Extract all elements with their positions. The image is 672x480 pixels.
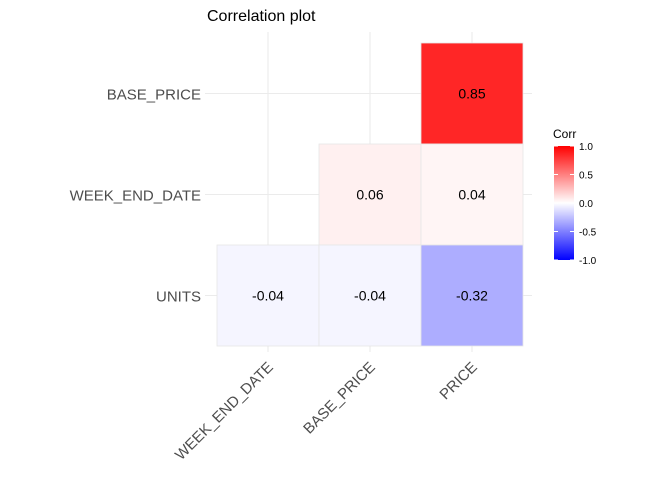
legend-tick-label: 0.5 xyxy=(579,171,593,182)
legend-colorbar xyxy=(554,146,574,260)
heatmap-cell xyxy=(420,143,524,246)
heatmap-cell xyxy=(216,244,320,347)
x-tick-label: PRICE xyxy=(436,359,480,403)
y-tick-label: UNITS xyxy=(156,289,201,306)
y-axis: UNITS WEEK_END_DATE BASE_PRICE xyxy=(70,87,201,306)
legend-tick-label: 0.0 xyxy=(579,199,593,210)
legend-tick-label: 1.0 xyxy=(579,142,593,153)
heatmap-cells xyxy=(216,42,524,347)
heatmap-cell xyxy=(318,244,422,347)
cell-value-label: -0.04 xyxy=(354,288,386,304)
x-axis: WEEK_END_DATE BASE_PRICE PRICE xyxy=(172,359,481,464)
cell-labels: 0.85 0.06 0.04 -0.04 -0.04 -0.32 xyxy=(252,86,488,304)
y-tick-label: BASE_PRICE xyxy=(107,87,201,104)
legend-tick-label: -1.0 xyxy=(579,256,597,267)
cell-value-label: -0.04 xyxy=(252,288,284,304)
legend-tick-label: -0.5 xyxy=(579,228,597,239)
x-tick-label: BASE_PRICE xyxy=(300,359,379,438)
cell-value-label: 0.06 xyxy=(356,187,383,203)
color-legend: Corr 1.0 0.5 0.0 -0.5 -1.0 xyxy=(553,127,597,267)
legend-ticks: 1.0 0.5 0.0 -0.5 -1.0 xyxy=(554,142,597,267)
cell-value-label: -0.32 xyxy=(456,288,488,304)
cell-value-label: 0.85 xyxy=(458,86,485,102)
y-tick-label: WEEK_END_DATE xyxy=(70,188,201,205)
cell-value-label: 0.04 xyxy=(458,187,485,203)
heatmap-cell xyxy=(420,244,524,347)
x-tick-label: WEEK_END_DATE xyxy=(172,359,277,464)
legend-title: Corr xyxy=(553,127,576,141)
chart-title: Correlation plot xyxy=(207,8,316,25)
